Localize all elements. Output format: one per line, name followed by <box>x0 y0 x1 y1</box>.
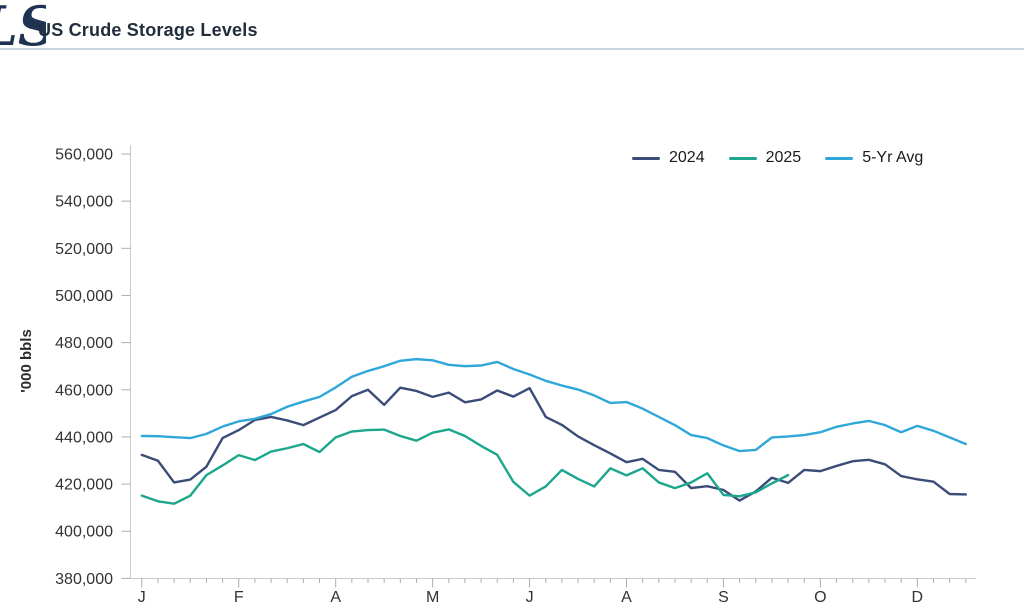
series-line-5-yr-avg <box>140 357 968 453</box>
page-title: US Crude Storage Levels <box>38 20 258 40</box>
legend-item-5yr-avg: 5-Yr Avg <box>825 149 923 167</box>
legend-label-2025: 2025 <box>765 149 802 166</box>
x-tick-label: A <box>621 589 632 606</box>
x-tick-label: F <box>234 589 244 606</box>
header: LS US Crude Storage Levels <box>0 0 1024 52</box>
legend-item-2024: 2024 <box>632 149 705 167</box>
series-line-2025 <box>140 428 790 505</box>
y-tick-label: 540,000 <box>55 194 113 211</box>
legend-label-5yr-avg: 5-Yr Avg <box>862 149 924 166</box>
x-tick-label: M <box>426 589 439 606</box>
x-tick-label: J <box>526 589 534 606</box>
y-tick-label: 440,000 <box>55 429 113 446</box>
y-tick-label: 480,000 <box>55 335 113 352</box>
x-tick-label: J <box>138 589 146 606</box>
chart-legend: 2024 2025 5-Yr Avg <box>632 149 923 167</box>
y-tick-label: 460,000 <box>55 382 113 399</box>
y-axis-title: '000 bbls <box>18 329 35 393</box>
legend-item-2025: 2025 <box>728 149 802 167</box>
y-tick-label: 520,000 <box>55 241 113 258</box>
header-divider <box>0 48 1024 50</box>
y-tick-label: 420,000 <box>55 477 113 494</box>
chart-region: '000 bbls 380,000 400,000 420,000 440,000 46… <box>0 50 1024 606</box>
y-axis-ticks: 380,000 400,000 420,000 440,000 460,000 480,0… <box>55 146 131 588</box>
x-tick-label: S <box>718 589 729 606</box>
chart-svg: '000 bbls 380,000 400,000 420,000 440,000 46… <box>18 145 976 606</box>
x-tick-label: D <box>912 589 924 606</box>
y-tick-label: 380,000 <box>55 571 113 588</box>
legend-swatch-5yr-avg-icon <box>825 156 854 160</box>
x-tick-label: O <box>814 589 826 606</box>
legend-swatch-2024-icon <box>632 156 660 160</box>
legend-swatch-2025-icon <box>728 156 757 160</box>
brand-logo: LS <box>0 2 46 52</box>
y-tick-label: 500,000 <box>55 288 113 305</box>
y-tick-label: 560,000 <box>55 146 113 163</box>
x-tick-label: A <box>330 589 341 606</box>
y-tick-label: 400,000 <box>55 524 113 541</box>
series-line-2024 <box>140 386 968 502</box>
axes <box>130 145 976 579</box>
legend-label-2024: 2024 <box>669 149 705 166</box>
brand-logo-text: LS <box>0 2 46 52</box>
